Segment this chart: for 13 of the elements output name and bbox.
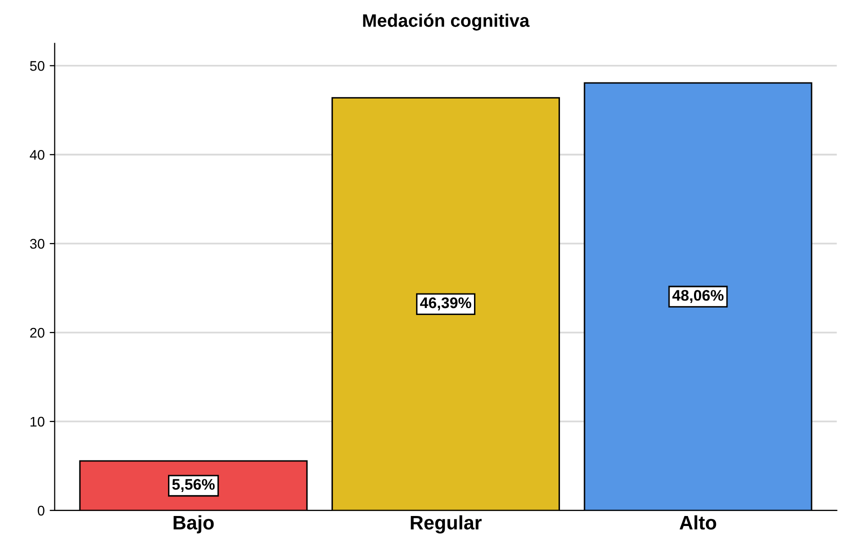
y-tick-label: 30: [30, 238, 44, 249]
y-tick-label: 20: [30, 328, 44, 338]
y-tick-label: 40: [30, 150, 44, 160]
x-tick-label: Alto: [680, 515, 716, 530]
x-tick-label: Bajo: [174, 515, 214, 534]
x-tick-label: Regular: [410, 515, 482, 534]
data-label: 46,39%: [420, 297, 472, 310]
data-label: 48,06%: [672, 290, 724, 303]
y-tick-label: 50: [30, 61, 44, 71]
y-tick-label: 10: [30, 416, 44, 427]
y-tick-label: 0: [38, 506, 44, 516]
data-label: 5,56%: [172, 478, 215, 492]
chart-title: Medación cognitiva: [363, 14, 530, 31]
